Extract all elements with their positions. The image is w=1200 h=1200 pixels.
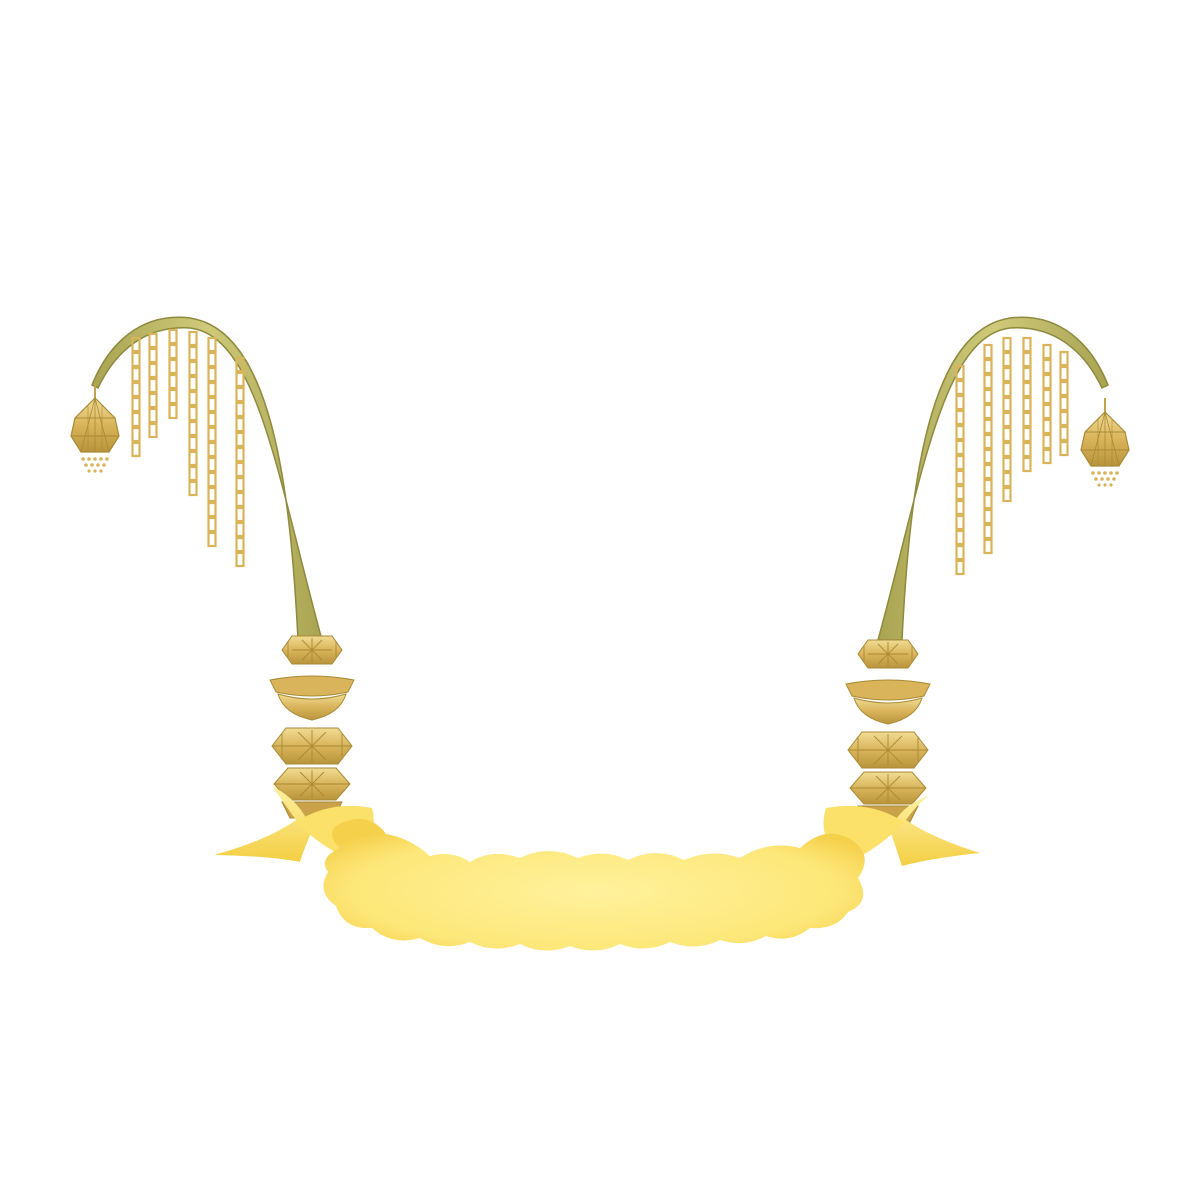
right-pole [877,316,1109,641]
right-ribbon-tail [890,796,980,866]
right-penjor [845,316,1130,823]
cloud-banner [323,818,865,951]
left-penjor [70,316,355,819]
left-pole [91,316,323,641]
left-ribbon-tail [214,786,312,862]
